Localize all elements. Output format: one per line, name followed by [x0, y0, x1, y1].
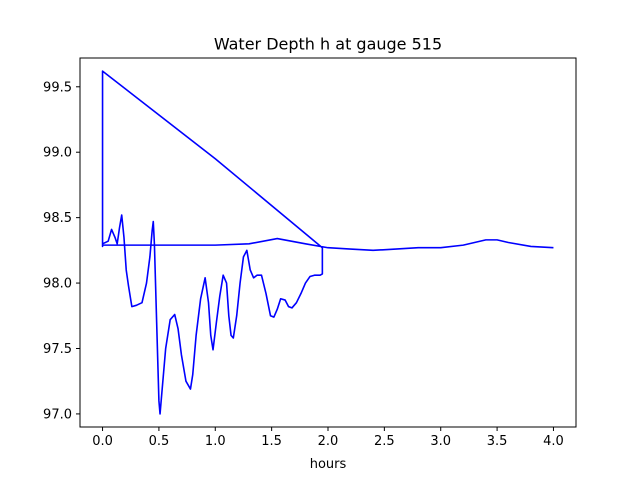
x-tick-label: 3.0 — [430, 434, 451, 449]
series-line — [101, 70, 554, 415]
x-tick-label: 1.5 — [261, 434, 282, 449]
x-tick-label: 2.5 — [374, 434, 395, 449]
y-tick-label: 98.0 — [43, 277, 72, 292]
y-tick-label: 97.0 — [43, 407, 72, 422]
y-tick-label: 97.5 — [43, 342, 72, 357]
y-axis: 97.0 97.5 98.0 98.5 99.0 99.5 — [43, 80, 80, 422]
chart-title: Water Depth h at gauge 515 — [214, 35, 442, 54]
x-axis: 0.0 0.5 1.0 1.5 2.0 2.5 3.0 3.5 4.0 — [92, 427, 564, 449]
x-tick-label: 2.0 — [318, 434, 339, 449]
x-tick-label: 0.0 — [92, 434, 113, 449]
x-axis-label: hours — [310, 457, 347, 472]
y-tick-label: 99.5 — [43, 80, 72, 95]
x-tick-label: 1.0 — [205, 434, 226, 449]
x-tick-label: 4.0 — [543, 434, 564, 449]
y-tick-label: 98.5 — [43, 211, 72, 226]
x-tick-label: 0.5 — [149, 434, 170, 449]
x-tick-label: 3.5 — [487, 434, 508, 449]
y-tick-label: 99.0 — [43, 146, 72, 161]
